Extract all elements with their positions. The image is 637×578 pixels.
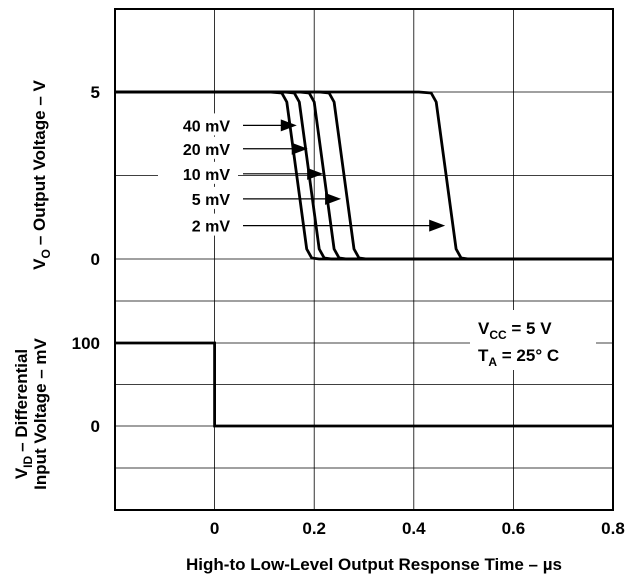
upper-y-axis-title-sub: O	[39, 249, 53, 258]
series-label-arrowhead	[291, 142, 308, 155]
x-tick-label: 0.8	[601, 519, 625, 538]
condition-vcc-sub: CC	[489, 328, 507, 342]
conditions-box	[470, 310, 596, 370]
series-label: 40 mV	[183, 118, 230, 135]
series-label-bg	[158, 186, 238, 209]
condition-vcc-main: V	[478, 319, 490, 338]
series-label-bg	[158, 213, 238, 236]
lower-y-axis-title-sub: ID	[21, 455, 35, 467]
condition-ta-main: T	[478, 346, 489, 365]
series-label: 10 mV	[183, 167, 230, 184]
lower-y-axis-title-line1: VID – Differential	[12, 349, 35, 479]
upper-y-axis-title-main: V	[30, 258, 49, 270]
condition-ta: TA = 25° C	[478, 346, 559, 369]
lower-y-tick-label: 0	[91, 417, 100, 436]
condition-vcc-rest: = 5 V	[507, 319, 553, 338]
ticks: 0 0.2 0.4 0.6 0.8 5 0 100 0	[72, 83, 625, 538]
series-label-bg	[158, 113, 238, 136]
series-label: 20 mV	[183, 142, 230, 159]
x-tick-label: 0.6	[502, 519, 526, 538]
upper-y-axis-title: VO – Output Voltage – V	[30, 80, 53, 270]
condition-ta-sub: A	[488, 355, 497, 369]
series-label-arrowhead	[280, 119, 297, 132]
lower-y-axis-title-main: V	[12, 467, 31, 479]
x-tick-label: 0	[210, 519, 219, 538]
upper-y-tick-label: 5	[91, 83, 100, 102]
lower-y-axis-title-line2: Input Voltage – mV	[31, 337, 50, 489]
x-tick-label: 0.4	[402, 519, 426, 538]
upper-y-tick-label: 0	[91, 250, 100, 269]
lower-y-axis-title-rest: – Differential	[12, 349, 31, 452]
series-label-arrowhead	[307, 167, 324, 180]
series-label: 2 mV	[192, 219, 231, 236]
upper-y-axis-title-rest: – Output Voltage – V	[30, 80, 49, 246]
plot-frame	[114, 8, 614, 511]
x-axis-title: High-to Low-Level Output Response Time –…	[186, 555, 562, 574]
annotations: 40 mV 20 mV 10 mV 5 mV 2 mV	[158, 113, 446, 236]
series-label-arrowhead	[429, 219, 446, 232]
series-label-bg	[158, 161, 238, 184]
condition-ta-rest: = 25° C	[497, 346, 559, 365]
series-label-arrowhead	[325, 192, 342, 205]
condition-vcc: VCC = 5 V	[478, 319, 552, 342]
input-step-curve	[115, 341, 613, 428]
output-curve	[115, 90, 613, 261]
x-tick-label: 0.2	[302, 519, 326, 538]
lower-y-tick-label: 100	[72, 334, 100, 353]
series-label: 5 mV	[192, 192, 231, 209]
series-label-bg	[158, 136, 238, 159]
